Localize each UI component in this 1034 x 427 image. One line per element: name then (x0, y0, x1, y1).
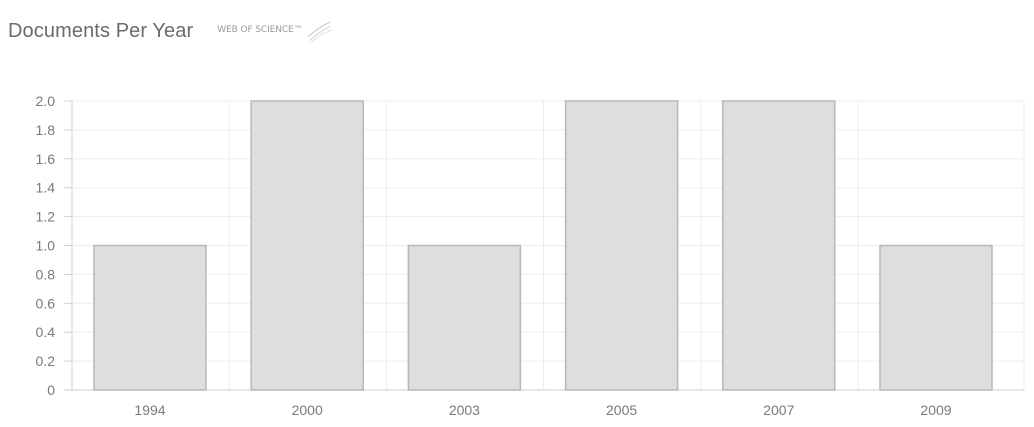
brand-text: WEB OF SCIENCE™ (217, 25, 303, 35)
x-tick-label: 1994 (134, 402, 165, 418)
y-tick-label: 1.4 (36, 180, 56, 196)
bar (564, 100, 679, 391)
bar (407, 244, 522, 391)
chart-header: Documents Per Year WEB OF SCIENCE™ (8, 15, 334, 47)
x-tick-label: 2005 (606, 402, 637, 418)
y-tick-label: 0.4 (36, 324, 56, 340)
brand-badge: WEB OF SCIENCE™ (217, 17, 333, 45)
brand-swoosh-icon (307, 21, 332, 44)
x-tick-label: 2003 (449, 402, 480, 418)
bar (879, 244, 993, 391)
y-tick-label: 2.0 (36, 93, 56, 109)
y-tick-label: 0.2 (36, 353, 56, 369)
y-tick-label: 1.0 (36, 238, 56, 254)
x-tick-label: 2009 (920, 402, 951, 418)
y-tick-label: 1.2 (36, 209, 56, 225)
bar (93, 244, 207, 391)
bar (250, 100, 364, 391)
y-tick-label: 0.8 (36, 266, 56, 282)
chart-title: Documents Per Year (8, 19, 194, 42)
x-tick-label: 2000 (292, 402, 323, 418)
y-tick-label: 1.8 (36, 122, 56, 138)
y-tick-label: 0 (47, 382, 55, 398)
x-tick-label: 2007 (763, 402, 794, 418)
y-tick-label: 1.6 (36, 151, 56, 167)
bar (722, 100, 836, 391)
y-tick-label: 0.6 (36, 295, 56, 311)
